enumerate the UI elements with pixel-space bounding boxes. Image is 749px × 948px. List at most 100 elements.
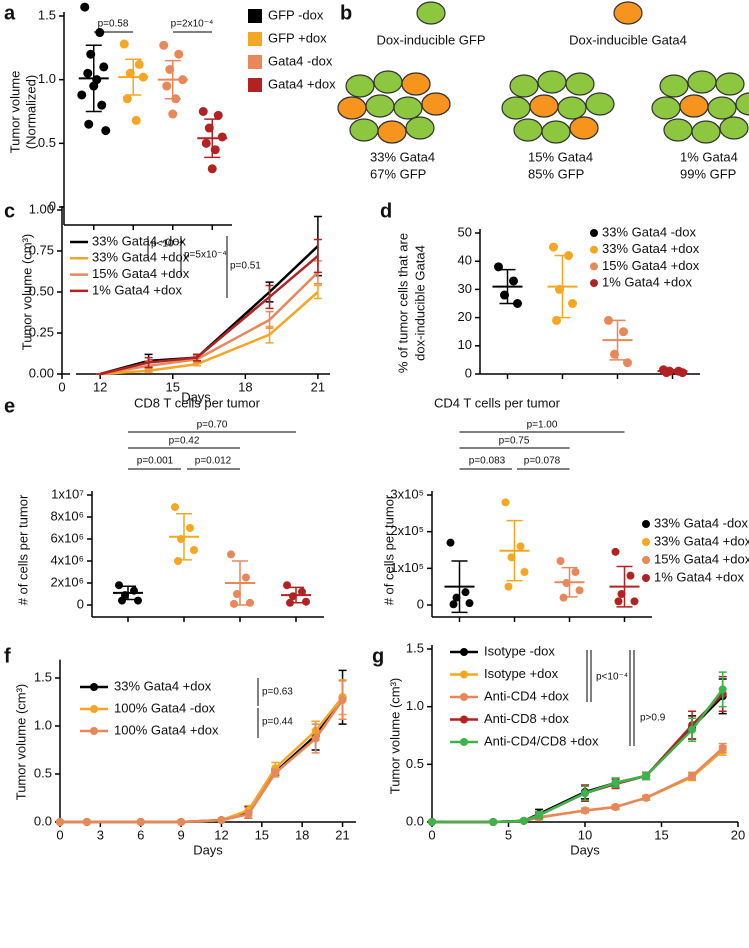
data-point — [718, 744, 727, 753]
legend-swatch — [590, 262, 598, 271]
panel-letter: c — [4, 200, 15, 222]
y-tick-label: 4x10⁶ — [50, 552, 84, 567]
group-label: 67% GFP — [370, 166, 426, 181]
y-axis-label: Tumor volume — [7, 71, 22, 154]
x-tick-label: 6 — [137, 827, 144, 842]
annotation: p=0.078 — [524, 456, 561, 467]
legend-label: Isotype -dox — [484, 643, 555, 658]
error-bar — [554, 254, 571, 319]
series-line — [432, 695, 724, 824]
y-tick-label: 40 — [458, 253, 472, 268]
y-axis-label: # of cells per tumor — [15, 494, 30, 605]
data-point — [56, 818, 64, 826]
data-point — [519, 816, 528, 825]
annotation: p=0.51 — [230, 261, 261, 272]
x-tick-label: 12 — [214, 827, 228, 842]
y-tick-label: 0 — [77, 596, 84, 611]
data-point — [134, 59, 144, 69]
x-tick-label: 18 — [238, 379, 252, 394]
annotation: p<10⁻⁴ — [596, 672, 628, 683]
annotation: p<10⁻⁴ — [151, 239, 183, 250]
data-point — [626, 571, 635, 580]
y-tick-label: 1x10⁵ — [390, 560, 424, 575]
group-label: 15% Gata4 — [528, 149, 593, 164]
error-bar — [265, 284, 274, 310]
legend-label: 1% Gata4 +dox — [92, 282, 182, 297]
data-point — [80, 2, 90, 12]
error-bar — [616, 565, 633, 608]
panel-letter: d — [380, 200, 392, 222]
y-tick-label: 0.00 — [29, 365, 54, 380]
error-bar — [120, 585, 136, 601]
error-bar — [265, 310, 274, 329]
data-point — [298, 587, 306, 596]
annotation: p=0.63 — [262, 687, 293, 698]
y-axis-label: % of tumor cells that are — [395, 233, 410, 373]
error-bar — [125, 58, 142, 96]
panel-b: b Dox-inducible GFP Dox-inducible Gata4 … — [337, 1, 749, 181]
data-point — [549, 242, 558, 252]
x-tick-label: 9 — [177, 827, 184, 842]
data-point — [611, 803, 620, 812]
data-point — [168, 109, 178, 119]
y-axis-label: Tumor volume (cm³) — [387, 678, 402, 795]
data-point — [131, 115, 141, 125]
legend-swatch — [90, 705, 98, 713]
y-tick-label: 0.0 — [406, 813, 424, 828]
data-point — [452, 593, 461, 602]
data-point — [118, 596, 126, 605]
y-tick-label: 0.5 — [38, 135, 56, 150]
x-axis-label: Days — [193, 842, 223, 857]
legend-label: GFP -dox — [268, 7, 324, 22]
y-tick-label: 2x10⁶ — [50, 574, 84, 589]
series-line — [432, 747, 724, 824]
data-point — [177, 818, 186, 826]
data-point — [642, 793, 651, 802]
y-tick-label: 2x10⁵ — [390, 523, 424, 538]
data-point — [461, 588, 470, 597]
annotation: p=0.75 — [499, 436, 530, 447]
annotation: p=2x10⁻⁴ — [171, 19, 214, 30]
legend-swatch — [460, 693, 468, 701]
legend-label: 15% Gata4 +dox — [654, 551, 749, 566]
data-point — [190, 546, 198, 554]
legend-label: Isotype +dox — [484, 666, 559, 681]
data-point — [244, 810, 253, 819]
annotation: p=1.00 — [527, 420, 558, 431]
y-axis-label: (Normalized) — [23, 75, 38, 149]
x-tick-label: 15 — [654, 827, 668, 842]
legend-label: 33% Gata4 -dox — [654, 515, 748, 530]
legend-swatch — [248, 32, 262, 46]
data-point — [271, 769, 280, 778]
data-point — [136, 818, 145, 826]
data-point — [611, 547, 620, 556]
legend-label: 100% Gata4 +dox — [114, 722, 219, 737]
data-point — [718, 685, 727, 694]
data-point — [501, 498, 510, 507]
cell-cluster — [337, 71, 451, 144]
legend-swatch — [642, 574, 650, 582]
panel-letter: f — [4, 645, 11, 667]
cell-icon — [416, 1, 446, 25]
legend-swatch — [460, 738, 468, 746]
data-point — [134, 596, 142, 605]
data-point — [520, 568, 529, 576]
error-bar — [232, 560, 248, 606]
x-tick-label: 12 — [93, 379, 107, 394]
chart-title: CD8 T cells per tumor — [134, 395, 261, 410]
y-tick-label: 1x10⁷ — [51, 486, 84, 501]
x-tick-label: 21 — [335, 827, 349, 842]
legend-label: Anti-CD4/CD8 +dox — [484, 733, 599, 748]
x-axis-label: Days — [181, 389, 211, 404]
data-point — [581, 789, 589, 798]
data-point — [630, 597, 639, 606]
annotation: p=0.001 — [137, 456, 174, 467]
x-tick-label: 5 — [505, 827, 512, 842]
panel-letter: b — [340, 2, 352, 24]
y-tick-label: 10 — [458, 337, 472, 352]
x-tick-label: 10 — [578, 827, 592, 842]
data-point — [581, 806, 589, 815]
series-line — [432, 688, 724, 824]
